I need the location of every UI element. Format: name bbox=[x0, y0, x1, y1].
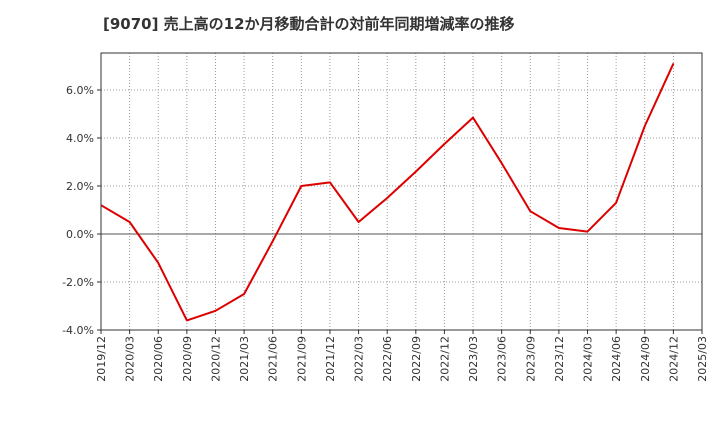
y-tick-label: 4.0% bbox=[66, 132, 94, 145]
x-tick-label: 2020/03 bbox=[124, 336, 137, 382]
x-tick-label: 2023/03 bbox=[467, 336, 480, 382]
data-point bbox=[243, 293, 245, 295]
x-tick-label: 2021/12 bbox=[324, 336, 337, 382]
data-point bbox=[558, 227, 560, 229]
x-tick-label: 2022/09 bbox=[410, 336, 423, 382]
data-point bbox=[529, 210, 531, 212]
x-tick-label: 2024/06 bbox=[610, 336, 623, 382]
data-point bbox=[214, 310, 216, 312]
data-point bbox=[443, 143, 445, 145]
x-axis: 2019/12 2020/03 2020/06 2020/09 2020/12 2021/… bbox=[95, 330, 709, 382]
chart-title: [9070] 売上高の12か月移動合計の対前年同期増減率の推移 bbox=[103, 15, 515, 33]
y-tick-label: 0.0% bbox=[66, 228, 94, 241]
plot-frame bbox=[100, 52, 703, 331]
data-point bbox=[615, 202, 617, 204]
data-point bbox=[358, 221, 360, 223]
y-tick-label: 6.0% bbox=[66, 84, 94, 97]
x-tick-label: 2020/12 bbox=[209, 336, 222, 382]
data-point bbox=[672, 63, 674, 65]
x-tick-label: 2024/09 bbox=[639, 336, 652, 382]
x-tick-label: 2023/06 bbox=[496, 336, 509, 382]
x-tick-label: 2022/03 bbox=[353, 336, 366, 382]
x-tick-label: 2020/06 bbox=[152, 336, 165, 382]
y-tick-label: -2.0% bbox=[62, 276, 94, 289]
x-tick-label: 2021/09 bbox=[295, 336, 308, 382]
data-point bbox=[329, 181, 331, 183]
data-point bbox=[386, 197, 388, 199]
x-tick-label: 2021/06 bbox=[267, 336, 280, 382]
y-tick-label: 2.0% bbox=[66, 180, 94, 193]
data-point bbox=[644, 125, 646, 127]
y-axis: -4.0% -2.0% 0.0% 2.0% 4.0% 6.0% bbox=[62, 84, 101, 337]
data-point bbox=[272, 240, 274, 242]
data-point bbox=[157, 262, 159, 264]
x-tick-label: 2025/03 bbox=[696, 336, 709, 382]
data-point bbox=[129, 221, 131, 223]
x-tick-label: 2022/06 bbox=[381, 336, 394, 382]
x-tick-label: 2024/03 bbox=[582, 336, 595, 382]
x-tick-label: 2022/12 bbox=[438, 336, 451, 382]
data-point bbox=[415, 171, 417, 173]
x-tick-label: 2021/03 bbox=[238, 336, 251, 382]
data-point bbox=[472, 117, 474, 119]
y-tick-label: -4.0% bbox=[62, 324, 94, 337]
grid bbox=[100, 53, 703, 331]
x-tick-label: 2023/09 bbox=[524, 336, 537, 382]
data-point bbox=[300, 185, 302, 187]
x-tick-label: 2020/09 bbox=[181, 336, 194, 382]
data-point bbox=[501, 162, 503, 164]
x-tick-label: 2024/12 bbox=[667, 336, 680, 382]
data-point bbox=[587, 231, 589, 233]
x-tick-label: 2023/12 bbox=[553, 336, 566, 382]
x-tick-label: 2019/12 bbox=[95, 336, 108, 382]
data-point bbox=[186, 319, 188, 321]
